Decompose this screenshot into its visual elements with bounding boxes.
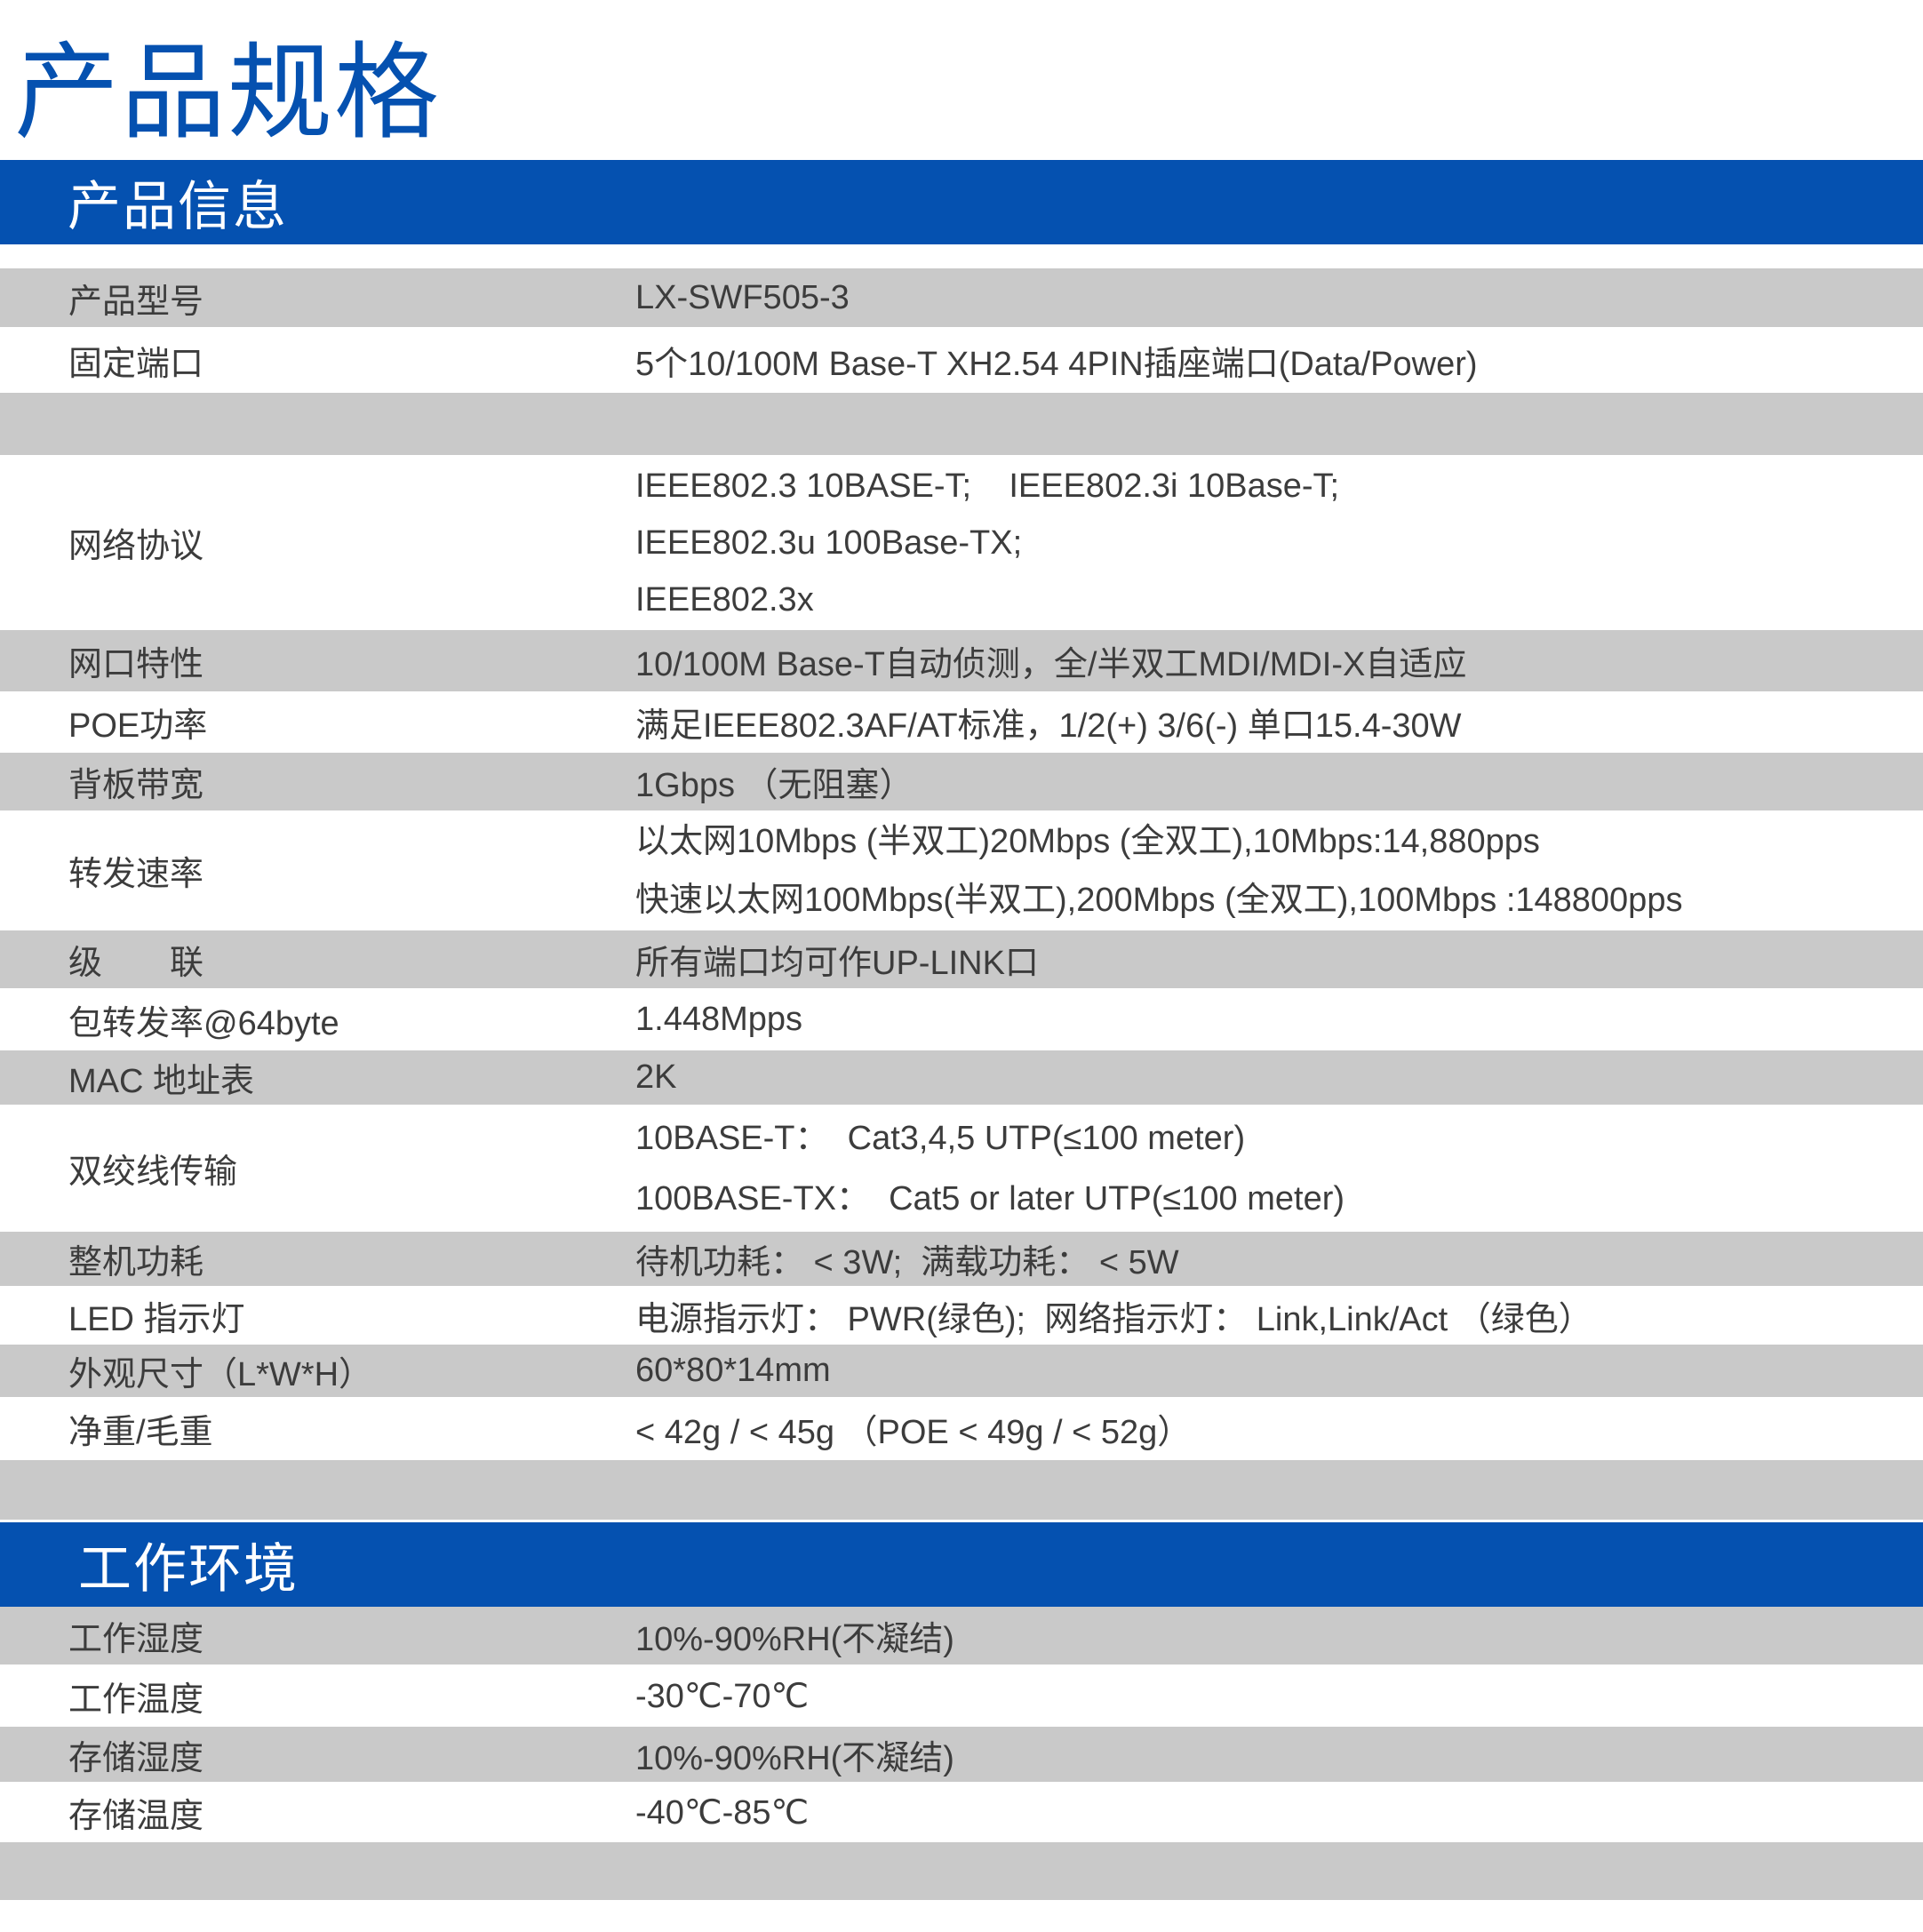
spec-value-line: 10BASE-T： Cat3,4,5 UTP(≤100 meter) <box>635 1119 1246 1157</box>
spec-label: 产品型号 <box>68 283 204 321</box>
spec-value: 10%-90%RH(不凝结) <box>635 1739 954 1777</box>
section-heading: 工作环境 <box>78 1539 299 1599</box>
spec-row-forwarding-rate: 转发速率 以太网10Mbps (半双工)20Mbps (全双工),10Mbps:… <box>0 810 1923 930</box>
spec-value: 以太网10Mbps (半双工)20Mbps (全双工),10Mbps:14,88… <box>635 810 1923 930</box>
spec-value: 10BASE-T： Cat3,4,5 UTP(≤100 meter) 100BA… <box>635 1105 1923 1232</box>
spacer-row <box>0 1460 1923 1520</box>
spec-row-led-indicators: LED 指示灯 电源指示灯： PWR(绿色); 网络指示灯： Link,Link… <box>0 1286 1923 1345</box>
spec-label: 转发速率 <box>68 856 204 893</box>
spec-label: 工作湿度 <box>68 1621 204 1658</box>
spec-value: 10/100M Base-T自动侦测，全/半双工MDI/MDI-X自适应 <box>635 646 1467 683</box>
spec-row-storage-humidity: 存储湿度 10%-90%RH(不凝结) <box>0 1727 1923 1782</box>
spec-value: -30℃-70℃ <box>635 1677 810 1715</box>
spec-value: 1.448Mpps <box>635 1000 803 1038</box>
spec-label: 净重/毛重 <box>68 1414 213 1451</box>
spec-row-fixed-ports: 固定端口 5个10/100M Base-T XH2.54 4PIN插座端口(Da… <box>0 327 1923 393</box>
spec-label: 包转发率@64byte <box>68 1004 339 1042</box>
spec-row-dimensions: 外观尺寸（L*W*H） 60*80*14mm <box>0 1345 1923 1397</box>
section-heading: 产品信息 <box>68 177 288 236</box>
spacer-row <box>0 1842 1923 1900</box>
spec-row-twisted-pair: 双绞线传输 10BASE-T： Cat3,4,5 UTP(≤100 meter)… <box>0 1105 1923 1232</box>
spec-value-line: 快速以太网100Mbps(半双工),200Mbps (全双工),100Mbps … <box>635 881 1683 919</box>
spec-label: 网口特性 <box>68 646 204 683</box>
spec-value: LX-SWF505-3 <box>635 278 850 316</box>
spec-row-poe-power: POE功率 满足IEEE802.3AF/AT标准，1/2(+) 3/6(-) 单… <box>0 691 1923 753</box>
spec-value: 所有端口均可作UP-LINK口 <box>635 945 1039 982</box>
spec-label: 级 联 <box>68 945 204 982</box>
spec-label: LED 指示灯 <box>68 1300 245 1338</box>
spec-row-packet-forwarding: 包转发率@64byte 1.448Mpps <box>0 988 1923 1050</box>
spec-label: 双绞线传输 <box>68 1154 238 1191</box>
spec-row-operating-humidity: 工作湿度 10%-90%RH(不凝结) <box>0 1607 1923 1665</box>
spec-value-line: IEEE802.3x <box>635 580 814 619</box>
spacer-row <box>0 393 1923 455</box>
spec-row-cascade: 级 联 所有端口均可作UP-LINK口 <box>0 930 1923 988</box>
spec-value: IEEE802.3 10BASE-T; IEEE802.3i 10Base-T;… <box>635 455 1923 630</box>
spec-row-mac-table: MAC 地址表 2K <box>0 1050 1923 1105</box>
spec-value: 2K <box>635 1058 677 1096</box>
section-banner-environment: 工作环境 <box>0 1522 1923 1607</box>
spec-label: 背板带宽 <box>68 767 204 804</box>
spec-value: 1Gbps （无阻塞） <box>635 767 914 804</box>
spec-label: 外观尺寸（L*W*H） <box>68 1356 373 1393</box>
spec-label: 存储温度 <box>68 1797 204 1835</box>
spec-value: 电源指示灯： PWR(绿色); 网络指示灯： Link,Link/Act （绿色… <box>635 1300 1592 1338</box>
spec-value: 满足IEEE802.3AF/AT标准，1/2(+) 3/6(-) 单口15.4-… <box>635 707 1462 745</box>
spec-value: 5个10/100M Base-T XH2.54 4PIN插座端口(Data/Po… <box>635 345 1478 383</box>
spec-value-line: 100BASE-TX： Cat5 or later UTP(≤100 meter… <box>635 1179 1345 1217</box>
spec-label: POE功率 <box>68 707 208 745</box>
spec-row-model: 产品型号 LX-SWF505-3 <box>0 268 1923 327</box>
spec-value: 待机功耗： < 3W; 满载功耗： < 5W <box>635 1244 1179 1281</box>
spec-label: 整机功耗 <box>68 1244 204 1281</box>
spec-row-storage-temperature: 存储温度 -40℃-85℃ <box>0 1782 1923 1842</box>
spec-row-power-consumption: 整机功耗 待机功耗： < 3W; 满载功耗： < 5W <box>0 1232 1923 1286</box>
page-title: 产品规格 <box>14 35 442 152</box>
spec-label: 工作温度 <box>68 1681 204 1719</box>
section-banner-product-info: 产品信息 <box>0 160 1923 244</box>
spec-value-line: 以太网10Mbps (半双工)20Mbps (全双工),10Mbps:14,88… <box>635 822 1540 860</box>
spec-value: < 42g / < 45g （POE < 49g / < 52g） <box>635 1414 1192 1451</box>
spec-label: 存储湿度 <box>68 1739 204 1777</box>
page-header: 产品规格 <box>0 0 1923 160</box>
spec-value-line: IEEE802.3 10BASE-T; IEEE802.3i 10Base-T; <box>635 467 1340 505</box>
spec-value: 10%-90%RH(不凝结) <box>635 1621 954 1658</box>
spec-value: 60*80*14mm <box>635 1352 831 1389</box>
spec-row-backplane-bandwidth: 背板带宽 1Gbps （无阻塞） <box>0 753 1923 810</box>
spec-label: 网络协议 <box>68 528 204 565</box>
spec-value: -40℃-85℃ <box>635 1793 810 1832</box>
spec-row-port-features: 网口特性 10/100M Base-T自动侦测，全/半双工MDI/MDI-X自适… <box>0 630 1923 691</box>
spec-value-line: IEEE802.3u 100Base-TX; <box>635 523 1023 562</box>
spec-row-weight: 净重/毛重 < 42g / < 45g （POE < 49g / < 52g） <box>0 1397 1923 1460</box>
spec-row-network-protocols: 网络协议 IEEE802.3 10BASE-T; IEEE802.3i 10Ba… <box>0 455 1923 630</box>
spec-label: MAC 地址表 <box>68 1063 255 1100</box>
spec-row-operating-temperature: 工作温度 -30℃-70℃ <box>0 1665 1923 1727</box>
spec-label: 固定端口 <box>68 345 204 383</box>
